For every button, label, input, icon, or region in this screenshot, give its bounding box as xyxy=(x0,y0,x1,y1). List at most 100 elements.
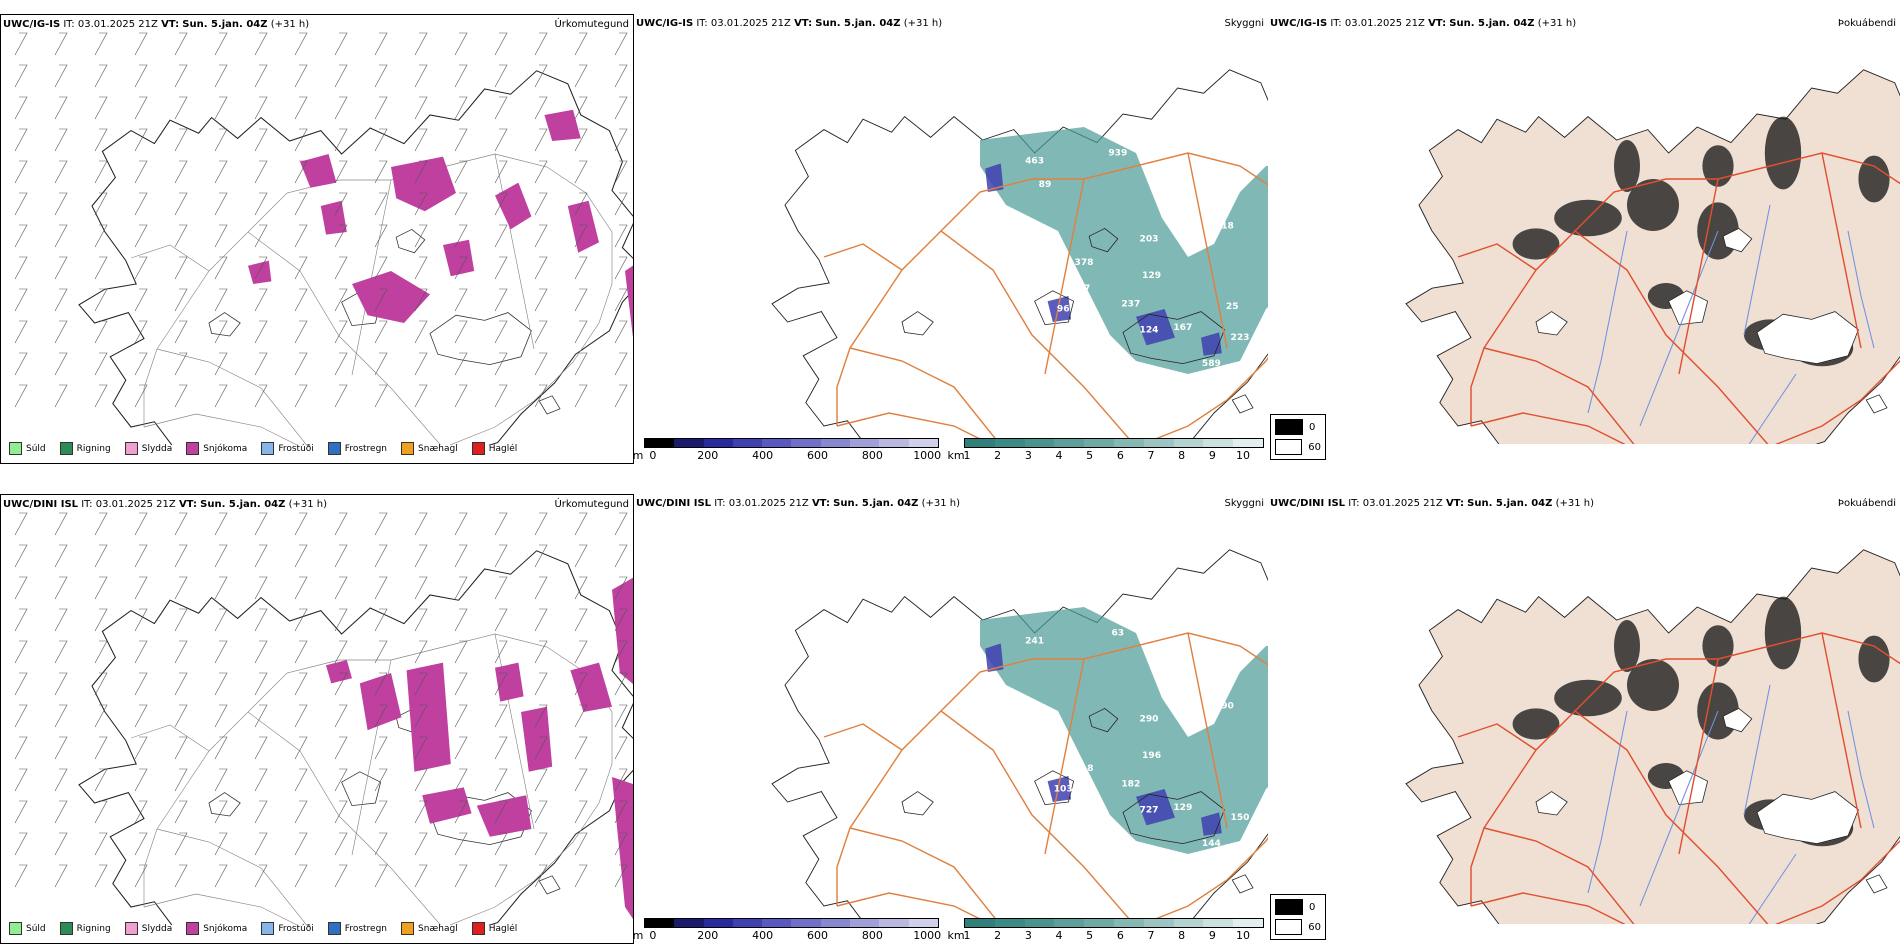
cloudbase-label: 237 xyxy=(1121,299,1140,309)
cloudbase-unit: m xyxy=(632,929,644,942)
fog-legend-high: 0 xyxy=(1309,421,1316,433)
panel-title: UWC/IG-IS IT: 03.01.2025 21Z VT: Sun. 5.… xyxy=(3,19,310,30)
legend-label: Snjókoma xyxy=(203,443,248,454)
cloudbase-label: 118 xyxy=(1075,764,1094,774)
snow-area xyxy=(521,706,553,772)
cloudbase-label: 89 xyxy=(1039,180,1052,190)
legend-swatch xyxy=(124,922,138,935)
precip-legend-item: Frostregn xyxy=(327,442,388,455)
snow-area xyxy=(442,239,475,277)
legend-swatch xyxy=(261,442,275,455)
snow-area xyxy=(494,662,524,702)
colorbar-tick: 6 xyxy=(1116,449,1124,462)
colorbar-tick: 400 xyxy=(752,449,774,462)
cloudbase-label: 241 xyxy=(1025,636,1044,646)
cloudbase-label: 103 xyxy=(1054,785,1073,795)
iceland-map xyxy=(14,32,633,445)
precip-legend-item: Frostúði xyxy=(261,922,314,935)
cloud-panel-top: UWC/IG-IS IT: 03.01.2025 21Z VT: Sun. 5.… xyxy=(634,14,1268,464)
visibility-ticks: km 1 2 3 4 5 6 7 8 9 10 xyxy=(947,448,1264,462)
iceland-map xyxy=(1405,549,1900,924)
colorbar-tick: 800 xyxy=(861,449,883,462)
cloudbase-area xyxy=(1047,776,1071,802)
precip-legend-item: Slydda xyxy=(124,922,172,935)
legend-swatch xyxy=(401,922,415,935)
cloudbase-blocks xyxy=(644,438,939,448)
legend-label: Snjókoma xyxy=(203,923,248,934)
cloudbase-label: 167 xyxy=(1173,323,1192,333)
legend-swatch xyxy=(59,442,73,455)
cloudbase-label: 25 xyxy=(1226,302,1239,312)
legend-label: Súld xyxy=(26,923,46,934)
precip-legend-item: Haglél xyxy=(471,442,518,455)
legend-label: Haglél xyxy=(488,443,518,454)
colorbar-tick: 1 xyxy=(963,929,971,942)
snow-area xyxy=(406,662,451,772)
snow-area xyxy=(300,154,337,188)
legend-swatch xyxy=(327,442,341,455)
fog-area xyxy=(1512,708,1560,740)
colorbar-tick: 5 xyxy=(1086,449,1094,462)
snow-area xyxy=(494,182,532,230)
fog-area xyxy=(1614,620,1640,672)
legend-swatch xyxy=(186,442,200,455)
snow-area xyxy=(476,795,532,837)
visibility-ticks: km 1 2 3 4 5 6 7 8 9 10 xyxy=(947,928,1264,942)
colorbar-tick: 9 xyxy=(1208,929,1216,942)
precip-legend-item: Snæhagl xyxy=(401,442,458,455)
visibility-area xyxy=(979,126,1268,374)
fog-area xyxy=(1764,596,1802,670)
fog-area xyxy=(1627,179,1679,231)
precip-legend-item: Frostregn xyxy=(327,922,387,935)
precip-legend-item: Súld xyxy=(9,442,46,455)
snow-area xyxy=(247,260,272,284)
fog-area xyxy=(1512,228,1560,260)
colorbar-tick: 5 xyxy=(1086,929,1094,942)
legend-label: Frostregn xyxy=(344,443,388,454)
visibility-blocks xyxy=(964,438,1264,448)
colorbar-tick: 1000 xyxy=(913,929,942,942)
iceland-map xyxy=(1405,69,1900,444)
legend-label: Frostúði xyxy=(278,923,314,934)
panel-title: UWC/DINI ISL IT: 03.01.2025 21Z VT: Sun.… xyxy=(3,499,327,510)
snow-area xyxy=(570,662,612,712)
snow-area xyxy=(352,271,430,323)
legend-swatch xyxy=(124,442,138,455)
colorbar-tick: 10 xyxy=(1236,929,1250,942)
legend-swatch xyxy=(401,442,415,455)
fog-area xyxy=(1614,140,1640,192)
colorbar-tick: 600 xyxy=(806,449,828,462)
colorbar-tick: 8 xyxy=(1178,929,1186,942)
cloudbase-ticks: m 0 200 400 600 800 1000 xyxy=(633,928,942,942)
legend-swatch xyxy=(261,922,275,935)
iceland-map xyxy=(14,512,633,925)
precip-legend-item: Slydda xyxy=(124,442,172,455)
fog-legend-low: 60 xyxy=(1308,441,1321,453)
colorbar-tick: 800 xyxy=(861,929,883,942)
precip-legend-item: Snæhagl xyxy=(401,922,458,935)
precip-legend: Súld Rigning Slydda Snjókoma Frostúði Frostre… xyxy=(9,922,517,935)
colorbar-tick: 0 xyxy=(649,449,657,462)
cloudbase-colorbar: m 0 200 400 600 800 1000 xyxy=(633,438,941,466)
cloudbase-label: 124 xyxy=(1140,325,1159,335)
colorbar-tick: 0 xyxy=(649,929,657,942)
colorbar-tick: 8 xyxy=(1178,449,1186,462)
panel-name: Skyggni xyxy=(1224,498,1264,509)
legend-label: Rigning xyxy=(76,923,111,934)
cloudbase-label: 164 xyxy=(1199,662,1218,672)
snow-area xyxy=(611,577,633,685)
cloudbase-area xyxy=(1047,296,1071,322)
legend-label: Haglél xyxy=(488,923,518,934)
colorbar-tick: 4 xyxy=(1055,929,1063,942)
colorbar-tick: 1 xyxy=(963,449,971,462)
cloudbase-label: 150 xyxy=(1231,813,1250,823)
cloudbase-label: 939 xyxy=(1108,149,1127,159)
panel-title: UWC/DINI ISL IT: 03.01.2025 21Z VT: Sun.… xyxy=(636,498,960,509)
legend-swatch xyxy=(471,922,485,935)
colorbar-tick: 2 xyxy=(994,449,1002,462)
legend-label: Snæhagl xyxy=(418,443,458,454)
colorbar-tick: 7 xyxy=(1147,449,1155,462)
cloudbase-label: 271 xyxy=(1085,318,1104,328)
fog-legend-high: 0 xyxy=(1309,901,1316,913)
panel-name: Úrkomutegund xyxy=(554,499,629,510)
